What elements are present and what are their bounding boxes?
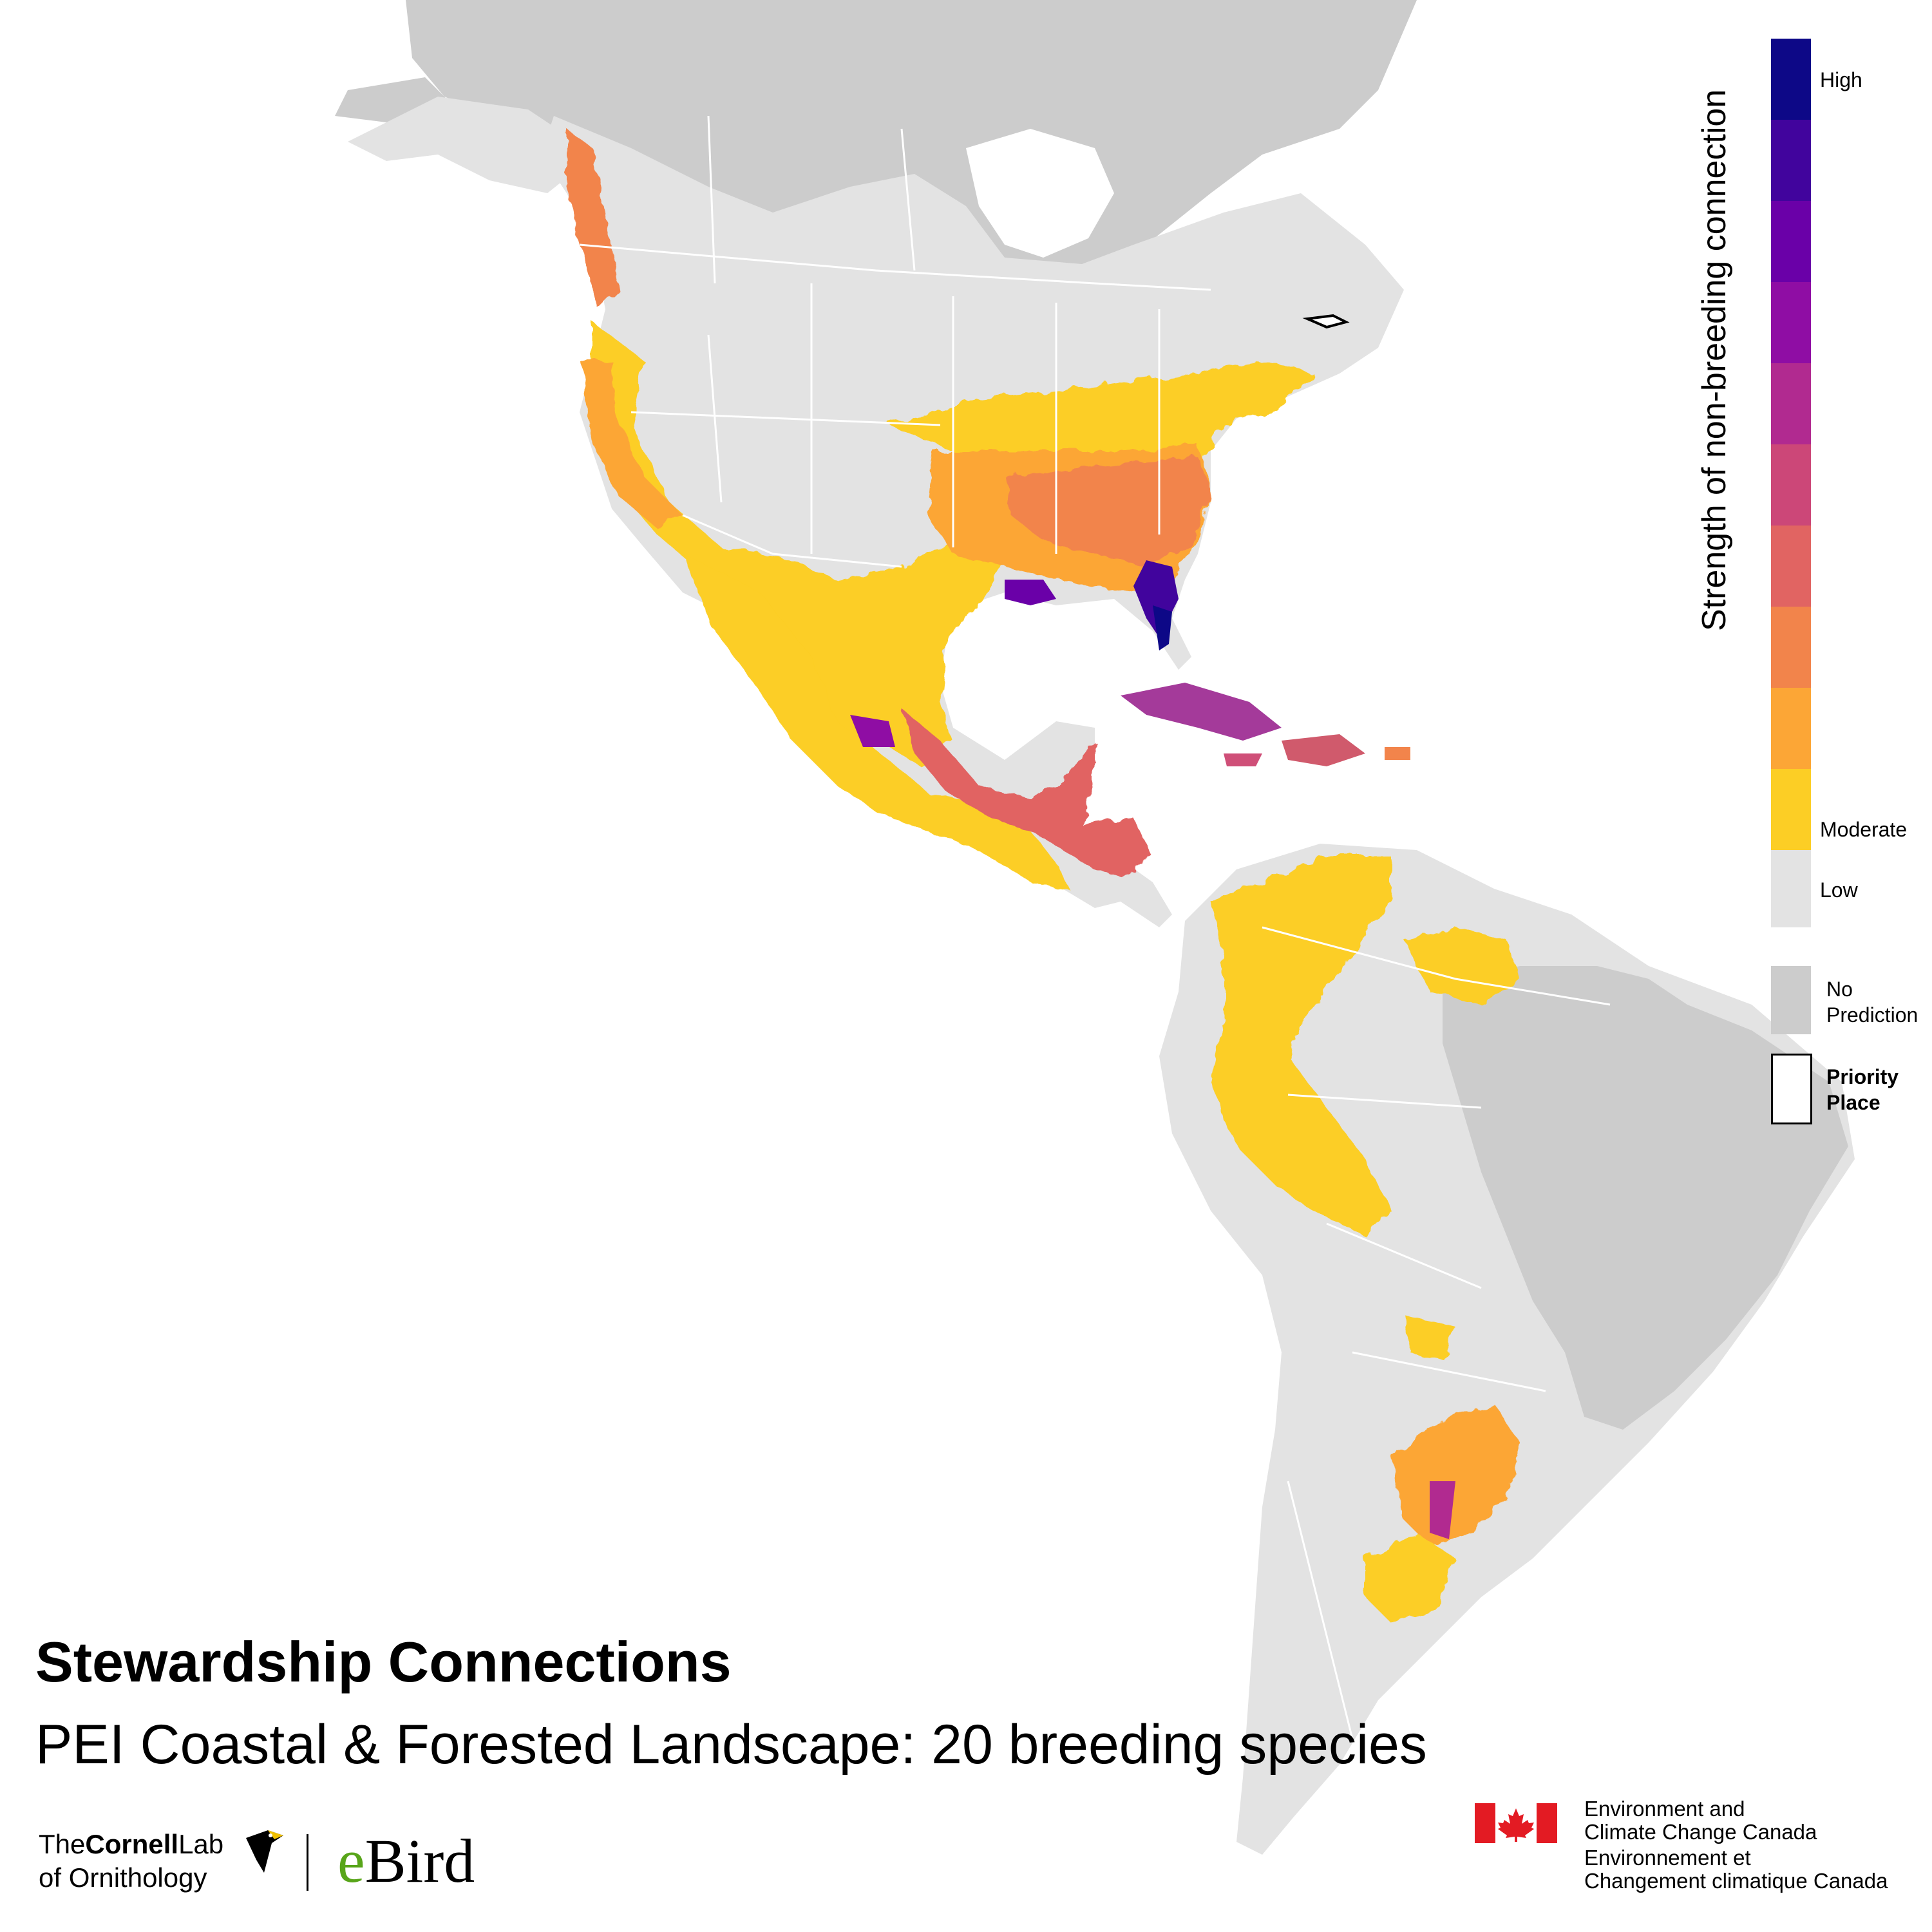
cornell-logo-lab: Lab xyxy=(178,1829,224,1859)
cornell-bird-icon xyxy=(246,1830,283,1873)
map-title: Stewardship Connections xyxy=(35,1630,732,1694)
legend-low-swatch xyxy=(1771,850,1811,927)
alaska xyxy=(348,97,580,193)
eccc-french-line2: Changement climatique Canada xyxy=(1584,1869,1888,1893)
cornell-logo-cornell: Cornell xyxy=(85,1829,179,1859)
legend-color-step xyxy=(1771,120,1811,201)
legend-color-step xyxy=(1771,282,1811,363)
logo-divider xyxy=(307,1834,308,1891)
ebird-logo: eBird xyxy=(337,1826,475,1895)
legend-color-step xyxy=(1771,201,1811,282)
legend-title: Strength of non-breeding connection xyxy=(1696,89,1733,631)
map-subtitle: PEI Coastal & Forested Landscape: 20 bre… xyxy=(35,1714,1427,1776)
hudson-bay xyxy=(966,129,1114,258)
legend-color-step xyxy=(1771,526,1811,607)
eccc-english-line2: Climate Change Canada xyxy=(1584,1820,1817,1844)
eccc-english-line1: Environment and xyxy=(1584,1797,1745,1821)
legend-color-step xyxy=(1771,363,1811,444)
legend-no-prediction-label-line1: No xyxy=(1826,978,1853,1001)
legend-color-step xyxy=(1771,39,1811,120)
moderate-connection-areas xyxy=(567,129,1520,1623)
borders xyxy=(579,115,1611,1739)
legend-priority-place-swatch xyxy=(1771,1054,1812,1124)
legend-moderate-label: Moderate xyxy=(1820,818,1908,841)
cornell-lab-logo: TheCornellLab xyxy=(39,1829,223,1860)
legend-colorbar xyxy=(1771,39,1811,927)
legend-no-prediction-label-line2: Prediction xyxy=(1826,1003,1918,1027)
canada-flag-icon xyxy=(1475,1803,1557,1843)
caribbean-islands xyxy=(1121,683,1410,766)
legend-color-step xyxy=(1771,688,1811,769)
legend-priority-place-label-line2: Place xyxy=(1826,1091,1880,1114)
legend-high-label: High xyxy=(1820,68,1862,91)
cornell-logo-the: The xyxy=(39,1829,86,1859)
legend-no-prediction-swatch xyxy=(1771,966,1811,1034)
legend-priority-place-label-line1: Priority xyxy=(1826,1065,1899,1088)
legend-color-step xyxy=(1771,769,1811,850)
eccc-french-line1: Environnement et xyxy=(1584,1846,1751,1870)
legend-color-step xyxy=(1771,607,1811,688)
high-connection-areas xyxy=(850,560,1455,1539)
cornell-lab-logo-line2: of Ornithology xyxy=(39,1862,207,1893)
no-prediction-region-brazil xyxy=(1443,966,1848,1430)
legend-color-step xyxy=(1771,444,1811,526)
priority-place-outline xyxy=(1302,314,1350,329)
legend-low-label: Low xyxy=(1820,878,1858,902)
